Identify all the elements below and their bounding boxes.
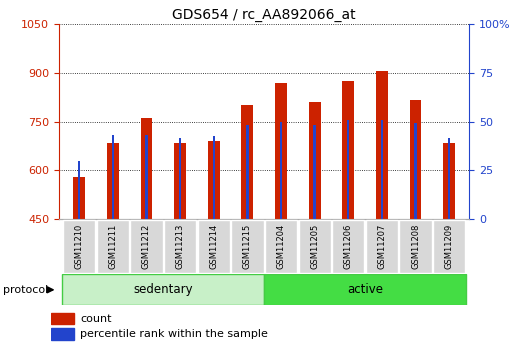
Bar	[145, 135, 148, 219]
FancyBboxPatch shape	[400, 220, 432, 273]
FancyBboxPatch shape	[198, 220, 230, 273]
Text: GSM11208: GSM11208	[411, 224, 420, 269]
FancyBboxPatch shape	[332, 220, 364, 273]
Text: GSM11207: GSM11207	[378, 224, 386, 269]
Bar	[242, 105, 253, 219]
FancyBboxPatch shape	[366, 220, 398, 273]
Bar	[208, 141, 220, 219]
Text: GSM11210: GSM11210	[75, 224, 84, 269]
FancyBboxPatch shape	[130, 220, 163, 273]
Bar	[174, 143, 186, 219]
Bar	[443, 143, 455, 219]
FancyBboxPatch shape	[96, 220, 129, 273]
Bar	[381, 120, 383, 219]
Bar	[141, 118, 152, 219]
FancyBboxPatch shape	[231, 220, 264, 273]
Bar	[376, 71, 388, 219]
Text: percentile rank within the sample: percentile rank within the sample	[80, 329, 268, 339]
Text: GSM11214: GSM11214	[209, 224, 218, 269]
Text: GSM11213: GSM11213	[175, 224, 185, 269]
Bar	[51, 313, 74, 324]
Bar	[78, 160, 81, 219]
Text: GSM11206: GSM11206	[344, 224, 353, 269]
Bar	[112, 135, 114, 219]
Text: count: count	[80, 314, 111, 324]
Bar	[179, 138, 181, 219]
Bar	[415, 123, 417, 219]
FancyBboxPatch shape	[433, 220, 465, 273]
Text: protocol: protocol	[3, 285, 48, 295]
Bar	[246, 125, 249, 219]
Text: active: active	[347, 283, 383, 296]
Bar	[347, 120, 349, 219]
Bar	[73, 177, 85, 219]
Bar	[107, 143, 119, 219]
Bar	[342, 81, 354, 219]
Bar	[280, 121, 282, 219]
FancyBboxPatch shape	[264, 274, 466, 305]
FancyBboxPatch shape	[63, 220, 95, 273]
Text: GSM11211: GSM11211	[108, 224, 117, 269]
Bar	[51, 328, 74, 340]
Title: GDS654 / rc_AA892066_at: GDS654 / rc_AA892066_at	[172, 8, 356, 22]
Bar	[410, 100, 422, 219]
FancyBboxPatch shape	[299, 220, 331, 273]
Bar	[275, 82, 287, 219]
FancyBboxPatch shape	[265, 220, 297, 273]
Bar	[313, 125, 316, 219]
FancyBboxPatch shape	[164, 220, 196, 273]
Text: GSM11205: GSM11205	[310, 224, 319, 269]
Bar	[448, 138, 450, 219]
Text: sedentary: sedentary	[133, 283, 193, 296]
Text: GSM11212: GSM11212	[142, 224, 151, 269]
FancyBboxPatch shape	[63, 274, 264, 305]
Text: GSM11204: GSM11204	[277, 224, 286, 269]
Text: GSM11209: GSM11209	[445, 224, 453, 269]
Bar	[309, 102, 321, 219]
Bar	[212, 136, 215, 219]
Text: GSM11215: GSM11215	[243, 224, 252, 269]
